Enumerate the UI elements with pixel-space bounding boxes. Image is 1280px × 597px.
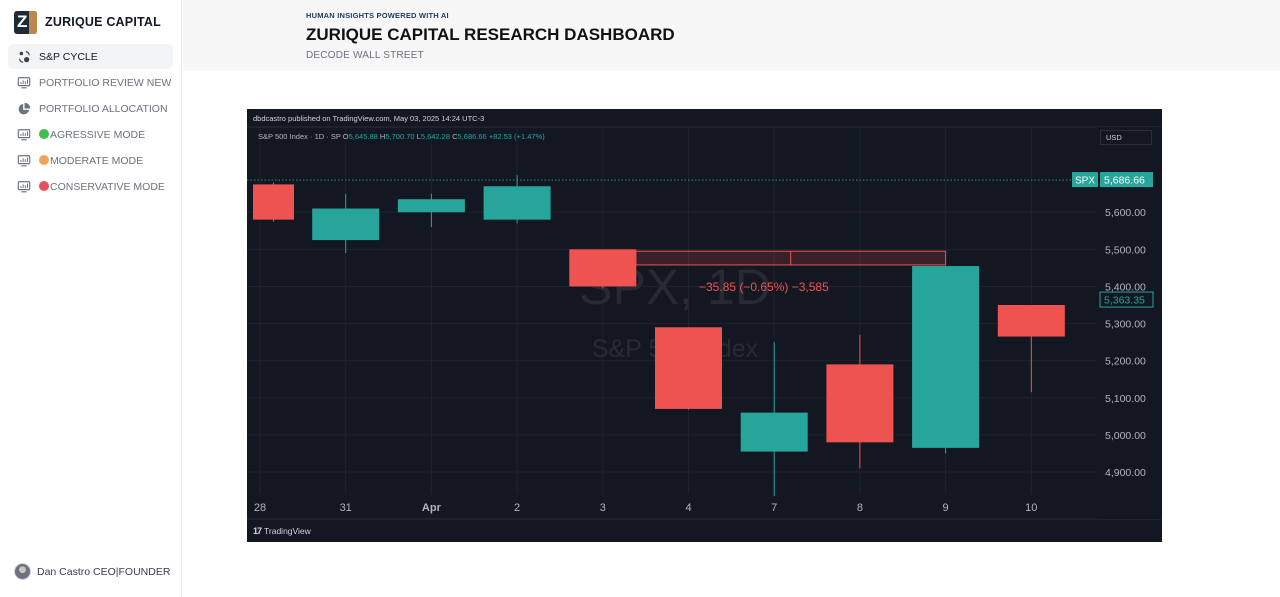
price-tag-symbol: SPX [1075,176,1095,187]
x-tick-label: 3 [600,502,606,514]
sidebar-item-text: S&P CYCLE [39,50,98,63]
ohlc-high-label: H [379,132,386,141]
sidebar-item-label: CONSERVATIVE MODE [39,181,165,193]
sidebar-item-text: AGRESSIVE MODE [50,129,146,142]
ohlc-legend: S&P 500 Index · 1D · SP O5,645.88 H5,700… [258,132,545,141]
candle-body[interactable] [826,364,894,443]
brand-logo: Z [14,10,37,34]
brand[interactable]: Z ZURIQUE CAPITAL [14,10,161,34]
ohlc-close: 5,686.66 [457,132,487,141]
tradingview-brand: TradingView [264,526,311,536]
candle-body[interactable] [740,412,808,452]
sidebar-item-text: PORTFOLIO ALLOCATION [39,102,168,115]
candlestick-chart[interactable]: SPX, 1DS&P 500 Index−35.85 (−0.65%) −3,5… [247,109,1162,542]
x-tick-label: 2 [514,502,520,514]
status-dot-icon [39,155,49,166]
candle-body[interactable] [312,208,380,241]
price-tag-symbol-bg [1072,172,1098,188]
y-tick-label: 5,300.00 [1105,319,1146,331]
y-tick-label: 5,500.00 [1105,244,1146,256]
status-dot-icon [39,129,49,140]
pie-chart-icon [16,101,31,116]
x-tick-label: 7 [771,502,777,514]
crosshair-price-tag [1099,291,1154,308]
candle-body[interactable] [483,186,551,220]
x-tick-label: Apr [422,502,442,514]
ohlc-close-label: C [452,132,458,141]
candle-body[interactable] [912,266,980,448]
candle-body[interactable] [997,305,1065,337]
measure-label: −35.85 (−0.65%) −3,585 [699,280,829,294]
sidebar-item-text: CONSERVATIVE MODE [50,181,165,194]
candle-body[interactable] [569,249,637,287]
logo-letter: Z [17,11,28,31]
candle-body[interactable] [397,199,465,213]
y-tick-label: 5,200.00 [1105,356,1146,368]
price-axis [1097,127,1162,519]
candle-body[interactable] [253,184,294,220]
x-tick-label: 28 [254,502,266,514]
sidebar: Z ZURIQUE CAPITAL S&P CYCLE PORTFOLIO REV… [0,0,182,597]
y-tick-label: 4,900.00 [1105,467,1146,479]
x-tick-label: 31 [340,502,352,514]
sidebar-item-label: PORTFOLIO ALLOCATION [39,103,168,115]
ohlc-low: 5,642.28 [420,132,451,141]
monitor-chart-icon [16,75,31,90]
symbol-info: S&P 500 Index · 1D · SP [258,132,341,141]
page-title: ZURIQUE CAPITAL RESEARCH DASHBOARD [306,25,675,44]
sidebar-item-label: AGRESSIVE MODE [39,129,145,141]
cycle-icon [16,49,31,64]
y-tick-label: 5,400.00 [1105,281,1146,293]
price-tag-value: 5,686.66 [1104,175,1145,187]
x-tick-label: 9 [943,502,949,514]
ohlc-change: +82.53 (+1.47%) [488,132,545,141]
brand-name: ZURIQUE CAPITAL [45,15,161,29]
status-dot-icon [39,181,49,192]
tradingview-chart[interactable]: SPX, 1DS&P 500 Index−35.85 (−0.65%) −3,5… [247,109,1162,542]
sidebar-nav: S&P CYCLE PORTFOLIO REVIEW NEW PORTFOLIO A… [8,44,173,201]
ohlc-low-label: L [416,132,421,141]
x-tick-label: 4 [685,502,691,514]
page-subtitle: DECODE WALL STREET [306,50,424,61]
y-tick-label: 5,100.00 [1105,393,1146,405]
ohlc-open: 5,645.88 [348,132,378,141]
header-kicker: HUMAN INSIGHTS POWERED WITH AI [306,11,449,20]
currency-selector[interactable]: USD [1100,130,1152,145]
tradingview-logo[interactable]: 17 TradingView [253,526,311,536]
monitor-chart-icon [16,154,31,169]
sidebar-item-label: S&P CYCLE [39,51,98,63]
published-note: dbdcastro published on TradingView.com, … [253,114,485,123]
sidebar-item-portfolio-review-new[interactable]: PORTFOLIO REVIEW NEW [8,70,173,95]
logo-accent [29,10,37,34]
sidebar-item-text: MODERATE MODE [50,155,144,168]
crosshair-price-value: 5,363.35 [1104,295,1145,307]
monitor-chart-icon [16,128,31,143]
ohlc-open-label: O [342,132,349,141]
avatar [14,563,31,580]
sidebar-item-moderate-mode[interactable]: MODERATE MODE [8,149,173,174]
sidebar-item-text: PORTFOLIO REVIEW NEW [39,76,172,89]
tradingview-logo-icon: 17 [253,526,262,536]
candle-body[interactable] [655,327,722,409]
sidebar-item-label: MODERATE MODE [39,155,143,167]
user-profile[interactable]: Dan Castro CEO|FOUNDER [14,563,170,580]
x-tick-label: 8 [857,502,863,514]
y-tick-label: 5,000.00 [1105,430,1146,442]
y-tick-label: 5,600.00 [1105,207,1146,219]
price-tag-value-bg [1100,172,1153,188]
sidebar-item-agressive-mode[interactable]: AGRESSIVE MODE [8,123,173,148]
monitor-chart-icon [16,180,31,195]
ohlc-high: 5,700.70 [385,132,415,141]
sidebar-item-s-p-cycle[interactable]: S&P CYCLE [8,44,173,69]
sidebar-item-conservative-mode[interactable]: CONSERVATIVE MODE [8,175,173,200]
x-tick-label: 10 [1025,502,1037,514]
page-header: HUMAN INSIGHTS POWERED WITH AI ZURIQUE C… [183,0,1280,71]
user-name: Dan Castro CEO|FOUNDER [37,565,171,578]
sidebar-item-label: PORTFOLIO REVIEW NEW [39,77,171,89]
sidebar-item-portfolio-allocation[interactable]: PORTFOLIO ALLOCATION [8,96,173,121]
